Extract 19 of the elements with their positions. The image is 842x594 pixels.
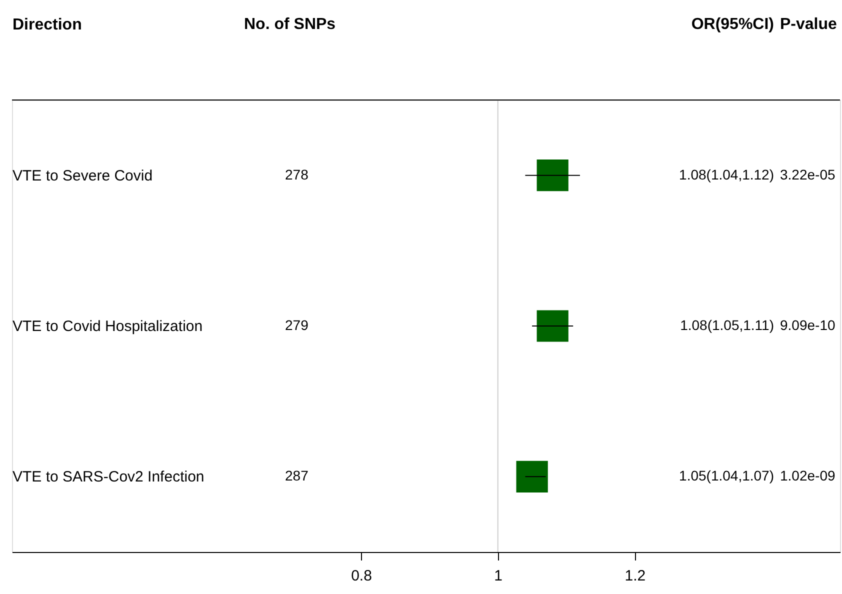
x-tick-label: 1 [494,568,503,584]
x-tick-label: 0.8 [351,568,372,584]
annotation: 279 [285,317,309,333]
text: No. of SNPs [244,16,336,33]
annotation: 1.02e-09 [780,468,836,484]
annotation: 3.22e-05 [780,166,836,182]
y-tick-label: VTE to Covid Hospitalization [12,318,203,335]
annotation: 1.08(1.05,1.11) [680,317,774,333]
text: P-value [780,16,838,33]
text: OR(95%CI) [691,16,774,33]
y-tick-label: VTE to SARS-Cov2 Infection [12,468,204,486]
annotation: 278 [285,166,309,182]
annotation: 287 [285,468,309,484]
annotation: 1.08(1.04,1.12) [679,166,774,182]
y-tick-label: VTE to Severe Covid [12,167,153,184]
y-axis-title: Direction [12,16,82,34]
x-tick-label: 1.2 [624,568,646,584]
annotation: 1.05(1.04,1.07) [679,468,774,484]
annotation: 9.09e-10 [780,317,836,333]
